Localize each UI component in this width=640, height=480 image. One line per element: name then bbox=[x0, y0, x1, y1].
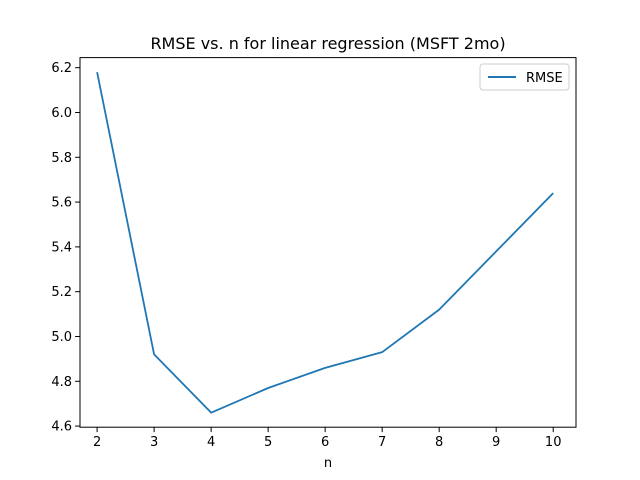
y-tick-label: 5.6 bbox=[51, 196, 72, 211]
y-tick-label: 6.2 bbox=[51, 61, 72, 76]
chart-title: RMSE vs. n for linear regression (MSFT 2… bbox=[150, 34, 505, 53]
plot-background bbox=[80, 57, 576, 428]
x-tick-label: 8 bbox=[435, 435, 443, 450]
legend-label-rmse: RMSE bbox=[526, 71, 563, 86]
x-axis-ticks: 2 3 4 5 6 7 8 9 10 bbox=[93, 427, 562, 450]
x-tick-label: 6 bbox=[321, 435, 329, 450]
y-tick-label: 4.6 bbox=[51, 420, 72, 435]
y-axis-ticks: 4.6 4.8 5.0 5.2 5.4 5.6 5.8 6.0 6.2 bbox=[51, 61, 80, 435]
y-tick-label: 5.8 bbox=[51, 151, 72, 166]
plot-frame bbox=[79, 57, 577, 428]
x-tick-label: 3 bbox=[150, 435, 158, 450]
y-tick-label: 4.8 bbox=[51, 375, 72, 390]
x-tick-label: 2 bbox=[93, 435, 101, 450]
x-axis-label: n bbox=[324, 456, 332, 471]
x-tick-label: 4 bbox=[207, 435, 215, 450]
x-tick-label: 9 bbox=[492, 435, 500, 450]
y-tick-label: 6.0 bbox=[51, 106, 72, 121]
y-tick-label: 5.2 bbox=[51, 285, 72, 300]
x-tick-label: 7 bbox=[378, 435, 386, 450]
plot-area: 2 3 4 5 6 7 8 9 10 4.6 4.8 5.0 5.2 5.4 5.6 5.8 6.0 6.2 bbox=[51, 57, 577, 450]
x-tick-label: 10 bbox=[545, 435, 562, 450]
series-layer bbox=[96, 71, 554, 414]
y-tick-label: 5.0 bbox=[51, 330, 72, 345]
x-tick-label: 5 bbox=[264, 435, 272, 450]
legend-box bbox=[479, 63, 570, 91]
y-tick-label: 5.4 bbox=[51, 240, 72, 255]
legend: RMSE bbox=[479, 63, 570, 91]
